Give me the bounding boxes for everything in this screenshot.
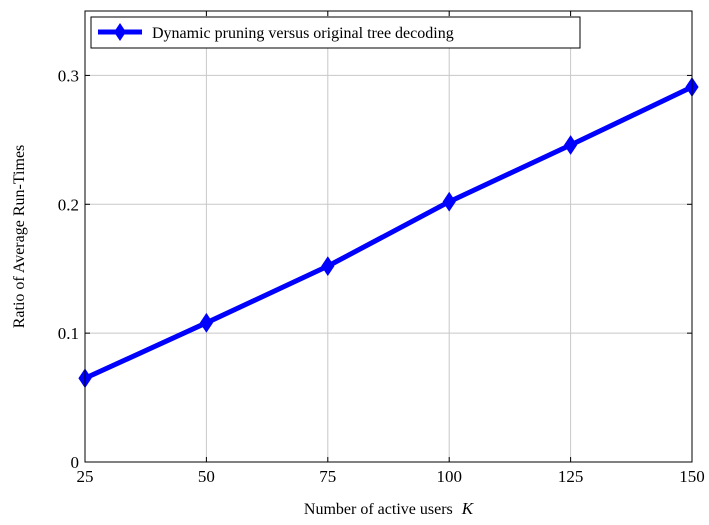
x-tick-label: 25 (77, 467, 94, 486)
series-line (82, 84, 695, 381)
x-tick-label: 50 (198, 467, 215, 486)
y-tick-label: 0.2 (58, 195, 79, 214)
legend-entry-label: Dynamic pruning versus original tree dec… (152, 25, 454, 42)
y-axis-title: Ratio of Average Run-Times (11, 145, 28, 329)
data-point-diamond (563, 135, 578, 155)
data-point-diamond (321, 256, 335, 277)
x-tick-label: 125 (558, 467, 584, 486)
legend-box (90, 16, 581, 49)
data-point-diamond (199, 312, 214, 333)
x-tick-label: 75 (319, 467, 336, 486)
y-tick-label: 0.3 (58, 66, 79, 85)
x-axis-title-variable: K (461, 499, 475, 518)
data-point-diamond (442, 191, 456, 212)
legend: Dynamic pruning versus original tree dec… (90, 16, 581, 49)
tick-labels: 25 50 75 100 125 150 0 0.1 0.2 0.3 (58, 11, 705, 486)
x-tick-label: 150 (679, 467, 705, 486)
x-axis-title: Number of active users K (304, 499, 475, 518)
plot-frame (84, 10, 693, 463)
y-tick-label: 0 (71, 453, 80, 472)
legend-marker-diamond (114, 23, 126, 41)
x-tick-label: 100 (436, 467, 462, 486)
x-axis-title-text: Number of active users (304, 501, 453, 518)
series-layer (78, 77, 699, 389)
y-tick-label: 0.1 (58, 324, 79, 343)
